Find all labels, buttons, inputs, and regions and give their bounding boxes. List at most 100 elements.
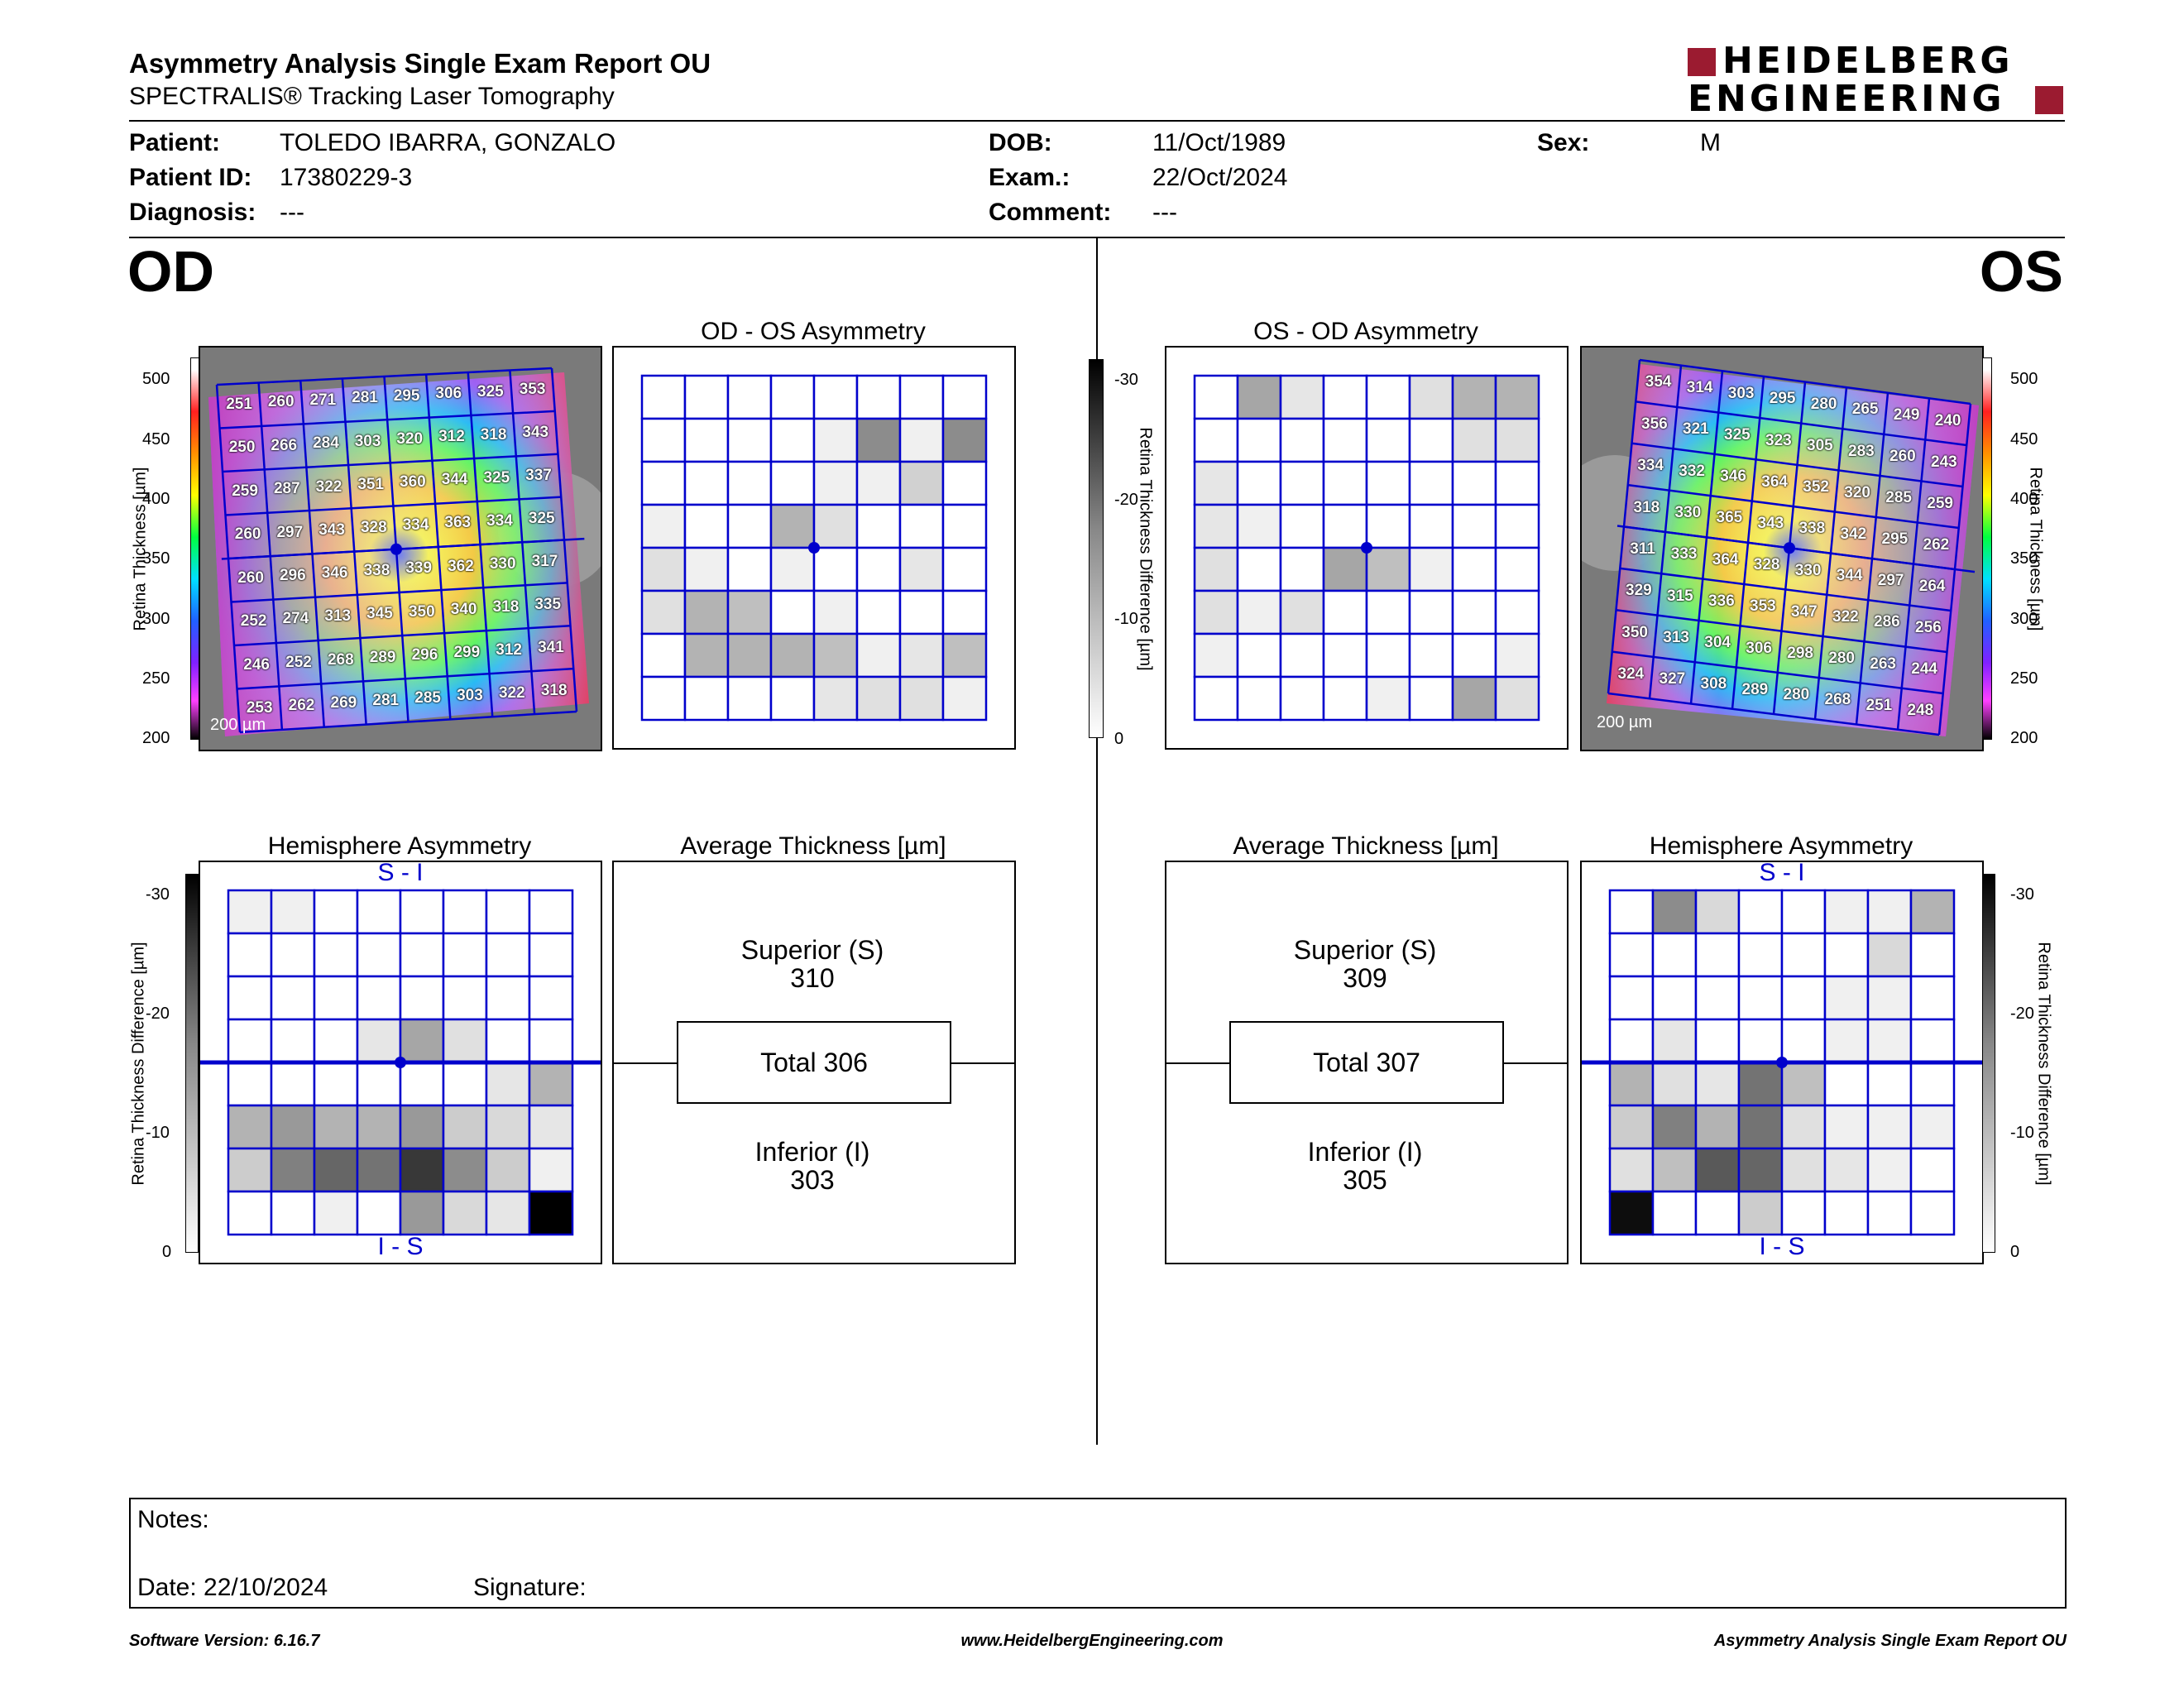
os-asym-cell: [1193, 374, 1239, 420]
od-asym-cell: [855, 632, 902, 679]
od-hemi-cell: [399, 1061, 445, 1107]
os-map-thickness-value: 259: [1927, 494, 1953, 512]
os-asym-cell: [1365, 417, 1411, 463]
dob-value: 11/Oct/1989: [1152, 129, 1286, 156]
os-hemi-cell: [1737, 1061, 1784, 1107]
od-hemi-cell: [528, 975, 574, 1021]
od-hemi-cell: [485, 1018, 531, 1064]
os-asym-fovea-marker: [1361, 542, 1372, 554]
os-asym-cell: [1451, 417, 1497, 463]
od-map-thickness-value: 268: [327, 650, 354, 669]
os-asym-cell: [1322, 589, 1368, 635]
os-map-thickness-value: 286: [1874, 613, 1900, 631]
os-asym-cell: [1193, 417, 1239, 463]
os-map-thickness-value: 249: [1893, 406, 1920, 424]
od-map-grid-line: [231, 582, 568, 603]
os-map-thickness-value: 280: [1828, 650, 1855, 668]
os-map-thickness-value: 289: [1741, 680, 1769, 698]
os-map-thickness-value: 330: [1794, 561, 1822, 579]
od-asym-cell: [726, 675, 773, 722]
od-hemi-cell: [313, 1061, 359, 1107]
os-si-label: S - I: [1759, 859, 1805, 886]
od-map-thickness-value: 260: [267, 393, 295, 411]
od-asym-cell: [812, 374, 859, 420]
os-asym-cell: [1408, 417, 1454, 463]
os-hemi-cell: [1823, 889, 1870, 935]
os-cb-tick: 500: [2010, 370, 2038, 388]
os-hemi-cb-tick: 0: [2010, 1243, 2020, 1261]
od-hemi-cell: [528, 1061, 574, 1107]
od-asym-cell: [898, 632, 945, 679]
os-map-grid-line: [1620, 567, 1952, 612]
od-map-thickness-value: 289: [369, 648, 396, 666]
diagnosis-value: ---: [280, 199, 304, 226]
os-hemi-cell: [1909, 889, 1956, 935]
os-hemi-cell: [1737, 1018, 1784, 1064]
od-map-thickness-value: 260: [234, 525, 261, 544]
od-asym-cell: [941, 460, 988, 506]
od-asym-cell: [812, 503, 859, 549]
os-map-thickness-value: 365: [1716, 509, 1743, 527]
od-asym-cell: [855, 460, 902, 506]
od-hemi-cell: [270, 1147, 316, 1193]
header-divider: [129, 120, 2065, 122]
os-asym-cell: [1494, 632, 1540, 679]
od-hemi-cell: [442, 1147, 488, 1193]
os-asym-cell: [1193, 503, 1239, 549]
os-map-grid-line: [1616, 609, 1947, 654]
od-asym-cell: [855, 417, 902, 463]
od-hemi-cell: [442, 889, 488, 935]
od-hemi-cell: [399, 1190, 445, 1236]
os-asym-cell: [1236, 417, 1282, 463]
od-hemi-cb-tick: 0: [162, 1243, 172, 1261]
od-hemi-cell: [442, 1104, 488, 1150]
od-map-thickness-value: 295: [393, 386, 420, 405]
logo-line2: ENGINEERING: [1688, 78, 2005, 120]
od-hemi-cell: [399, 932, 445, 978]
od-map-thickness-value: 353: [519, 381, 546, 399]
os-hemi-cell: [1651, 1147, 1698, 1193]
footer-url[interactable]: www.HeidelbergEngineering.com: [960, 1632, 1224, 1650]
od-asym-cell: [683, 589, 730, 635]
os-hemi-cell: [1737, 889, 1784, 935]
od-map-thickness-value: 303: [457, 686, 483, 704]
diff-colorbar-top: [1089, 359, 1104, 738]
os-asym-cell: [1494, 546, 1540, 592]
od-hemi-panel: S - I I - S: [199, 859, 602, 1264]
os-map-thickness-value: 343: [1757, 514, 1784, 532]
od-map-thickness-value: 363: [444, 514, 472, 532]
os-asym-cell: [1451, 503, 1497, 549]
od-hemi-cell: [356, 1147, 402, 1193]
od-asym-cell: [683, 417, 730, 463]
od-hemi-cell: [227, 1104, 273, 1150]
od-hemi-cell: [528, 1190, 574, 1236]
os-cb-tick: 450: [2010, 430, 2038, 448]
os-asym-title: OS - OD Asymmetry: [1253, 318, 1478, 345]
od-hemi-cell: [485, 1190, 531, 1236]
os-asym-cell: [1236, 374, 1282, 420]
os-hemi-cell: [1780, 1147, 1827, 1193]
os-asym-cell: [1279, 460, 1325, 506]
os-hemi-cb-tick: -20: [2010, 1005, 2034, 1023]
os-map-thickness-value: 321: [1683, 420, 1709, 439]
od-thickness-map: 251 260 271 281 295 306 325 353 250 266 284 303 320 3…: [199, 346, 602, 751]
diff-cb-tick: -20: [1114, 491, 1138, 509]
os-asym-cell: [1408, 675, 1454, 722]
os-hemi-cell: [1651, 1061, 1698, 1107]
od-hemi-cb-tick: -30: [146, 885, 170, 904]
od-map-thickness-value: 344: [441, 471, 468, 489]
os-asym-cell: [1322, 460, 1368, 506]
os-asym-cell: [1236, 546, 1282, 592]
comment-value: ---: [1152, 199, 1177, 226]
os-hemi-cell: [1780, 1018, 1827, 1064]
os-map-thickness-value: 328: [1753, 556, 1780, 574]
od-map-thickness-value: 339: [405, 559, 433, 578]
os-hemi-cell: [1866, 1061, 1913, 1107]
os-map-thickness-value: 352: [1803, 478, 1829, 496]
os-asym-cell: [1408, 503, 1454, 549]
os-hemi-cell: [1823, 1147, 1870, 1193]
os-map-thickness-value: 240: [1934, 411, 1961, 429]
od-map-thickness-value: 260: [237, 568, 264, 587]
os-avg-title: Average Thickness [µm]: [1233, 832, 1499, 860]
od-asym-cell: [769, 503, 816, 549]
